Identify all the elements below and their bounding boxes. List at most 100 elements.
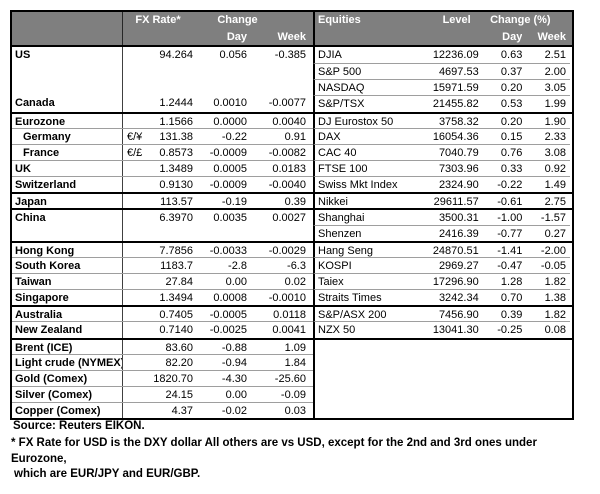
equity-level-cell: 2416.39 — [438, 227, 479, 240]
fx-day-change-cell: 0.056 — [219, 49, 247, 61]
currency-pair-cell — [123, 340, 147, 354]
equity-level-cell: 3242.34 — [438, 292, 479, 305]
equity-half-row — [313, 353, 570, 370]
currency-pair-cell — [123, 47, 147, 63]
equity-name-cell: Shenzen — [318, 227, 362, 240]
fx-half-row — [12, 63, 313, 80]
fx-day-change-cell — [193, 63, 247, 79]
equity-half-row: DJIA 12236.09 0.63 2.51 — [313, 47, 570, 64]
equity-week-change-cell: 1.82 — [544, 309, 566, 322]
country-label-cell: South Korea — [12, 257, 123, 273]
fx-week-change-cell: 0.0040 — [272, 115, 306, 128]
equity-week-change-cell: 2.75 — [544, 196, 566, 209]
country-label-cell: Eurozone — [12, 113, 123, 128]
equity-day-change-cell: 0.20 — [500, 115, 523, 128]
fx-week-header: Week — [277, 30, 306, 43]
equity-name-cell: CAC 40 — [318, 146, 357, 159]
equity-week-change-cell: 2.00 — [544, 66, 566, 79]
fx-week-change-cell: -0.09 — [280, 388, 306, 401]
fx-day-change-cell: 0.00 — [225, 388, 247, 401]
fx-week-change-cell: 1.84 — [284, 356, 306, 369]
fx-day-change-cell — [193, 79, 247, 95]
equity-day-change-cell: -0.47 — [497, 259, 523, 272]
fx-half-row: Brent (ICE) 83.60 -0.88 1.09 — [12, 339, 313, 354]
equity-week-change-cell: 1.99 — [544, 98, 566, 111]
fx-rate-cell — [147, 225, 193, 241]
country-label-cell: China — [12, 210, 123, 225]
fx-week-change-cell: 0.0041 — [272, 324, 306, 337]
equity-name-cell: Hang Seng — [318, 244, 374, 257]
equity-half-row: DJ Eurostox 50 3758.32 0.20 1.90 — [313, 113, 570, 128]
equity-level-cell: 15971.59 — [432, 82, 479, 95]
fx-rate-cell: 1.2444 — [159, 97, 193, 110]
equity-week-change-cell — [522, 386, 570, 402]
fx-equities-table: FX Rate* Change Equities Level Change (%… — [10, 10, 574, 421]
equity-day-change-cell: 0.39 — [500, 309, 523, 322]
equity-half-row: CAC 40 7040.79 0.76 3.08 — [313, 143, 570, 160]
equity-level-cell — [414, 370, 478, 386]
country-label-cell: Taiwan — [12, 273, 123, 290]
equity-day-change-cell: 0.70 — [500, 292, 523, 305]
currency-pair-cell — [123, 371, 147, 386]
equity-name-cell: NZX 50 — [318, 324, 356, 337]
fx-week-change-cell: 0.0027 — [272, 212, 306, 225]
equity-level-cell: 29611.57 — [433, 196, 479, 209]
table-row: Canada 1.2444 0.0010 -0.0077 S&P/TSX 214… — [12, 95, 572, 112]
fx-half-row — [12, 79, 313, 96]
equity-week-change-cell: 1.90 — [544, 115, 566, 128]
equity-week-header: Week — [537, 30, 567, 43]
equity-week-change-cell — [522, 370, 570, 386]
fx-day-change-cell: -0.22 — [221, 130, 247, 143]
fx-day-change-cell: -0.94 — [221, 356, 247, 369]
equity-half-row: S&P/ASX 200 7456.90 0.39 1.82 — [313, 307, 570, 322]
currency-pair-cell — [123, 63, 147, 79]
equity-half-row — [313, 402, 570, 419]
equity-day-change-cell: 0.20 — [500, 82, 523, 95]
table-row: Shenzen 2416.39 -0.77 0.27 — [12, 224, 572, 241]
table-row: S&P 500 4697.53 0.37 2.00 — [12, 63, 572, 80]
country-label-cell: Gold (Comex) — [12, 370, 123, 386]
equity-name-cell: Swiss Mkt Index — [318, 179, 398, 192]
fx-day-change-cell: -0.88 — [221, 341, 247, 354]
equity-week-change-cell: -1.57 — [540, 212, 566, 225]
country-label-cell: Copper (Comex) — [12, 403, 123, 419]
equity-day-change-cell: 0.15 — [500, 130, 523, 143]
fx-half-row: Hong Kong 7.7856 -0.0033 -0.0029 — [12, 242, 313, 257]
fx-week-change-cell: -0.0082 — [268, 146, 306, 159]
equity-name-cell: NASDAQ — [318, 82, 365, 95]
fx-day-change-cell: -0.0005 — [209, 309, 247, 322]
equity-level-cell: 7456.90 — [438, 309, 479, 322]
equity-day-change-cell — [479, 386, 523, 402]
equity-half-row: KOSPI 2969.27 -0.47 -0.05 — [313, 256, 570, 273]
fx-week-change-cell: -0.0029 — [268, 244, 306, 257]
equity-half-row: Hang Seng 24870.51 -1.41 -2.00 — [313, 242, 570, 257]
fx-half-row: Gold (Comex) 1820.70 -4.30 -25.60 — [12, 369, 313, 386]
fx-rate-cell: 1.3489 — [159, 162, 193, 175]
equity-level-cell — [414, 340, 478, 354]
fx-half-row: Eurozone 1.1566 0.0000 0.0040 — [12, 113, 313, 128]
equity-day-change-cell — [479, 340, 523, 354]
fx-half-row: South Korea 1183.7 -2.8 -6.3 — [12, 256, 313, 273]
fx-week-change-cell: -6.3 — [287, 259, 306, 272]
fx-rate-cell: 82.20 — [165, 356, 193, 369]
currency-pair-cell: €/£ — [127, 146, 143, 159]
fx-week-change-cell: 0.0118 — [273, 309, 306, 322]
country-label-cell: Hong Kong — [12, 242, 123, 257]
fx-half-row: Japan 113.57 -0.19 0.39 — [12, 194, 313, 209]
equity-name-cell: S&P/TSX — [318, 98, 365, 111]
equity-week-change-cell: 2.33 — [544, 130, 566, 143]
equity-day-change-cell: -1.00 — [497, 212, 523, 225]
equity-level-cell: 12236.09 — [432, 49, 479, 61]
country-label-cell: US — [12, 47, 123, 64]
equity-level-cell: 24870.51 — [432, 244, 479, 257]
equity-half-row: Shanghai 3500.31 -1.00 -1.57 — [313, 210, 570, 225]
fx-week-change-cell: 0.02 — [284, 275, 306, 288]
fx-day-change-cell: -0.0025 — [209, 324, 247, 337]
equity-half-row: NASDAQ 15971.59 0.20 3.05 — [313, 79, 570, 96]
country-label-cell: Silver (Comex) — [12, 386, 123, 403]
currency-pair-cell — [123, 79, 147, 95]
fx-half-row: Singapore 1.3494 0.0008 -0.0010 — [12, 289, 313, 306]
currency-pair-cell — [123, 355, 147, 370]
fx-week-change-cell: -0.0040 — [268, 179, 306, 192]
currency-pair-cell — [123, 161, 147, 176]
